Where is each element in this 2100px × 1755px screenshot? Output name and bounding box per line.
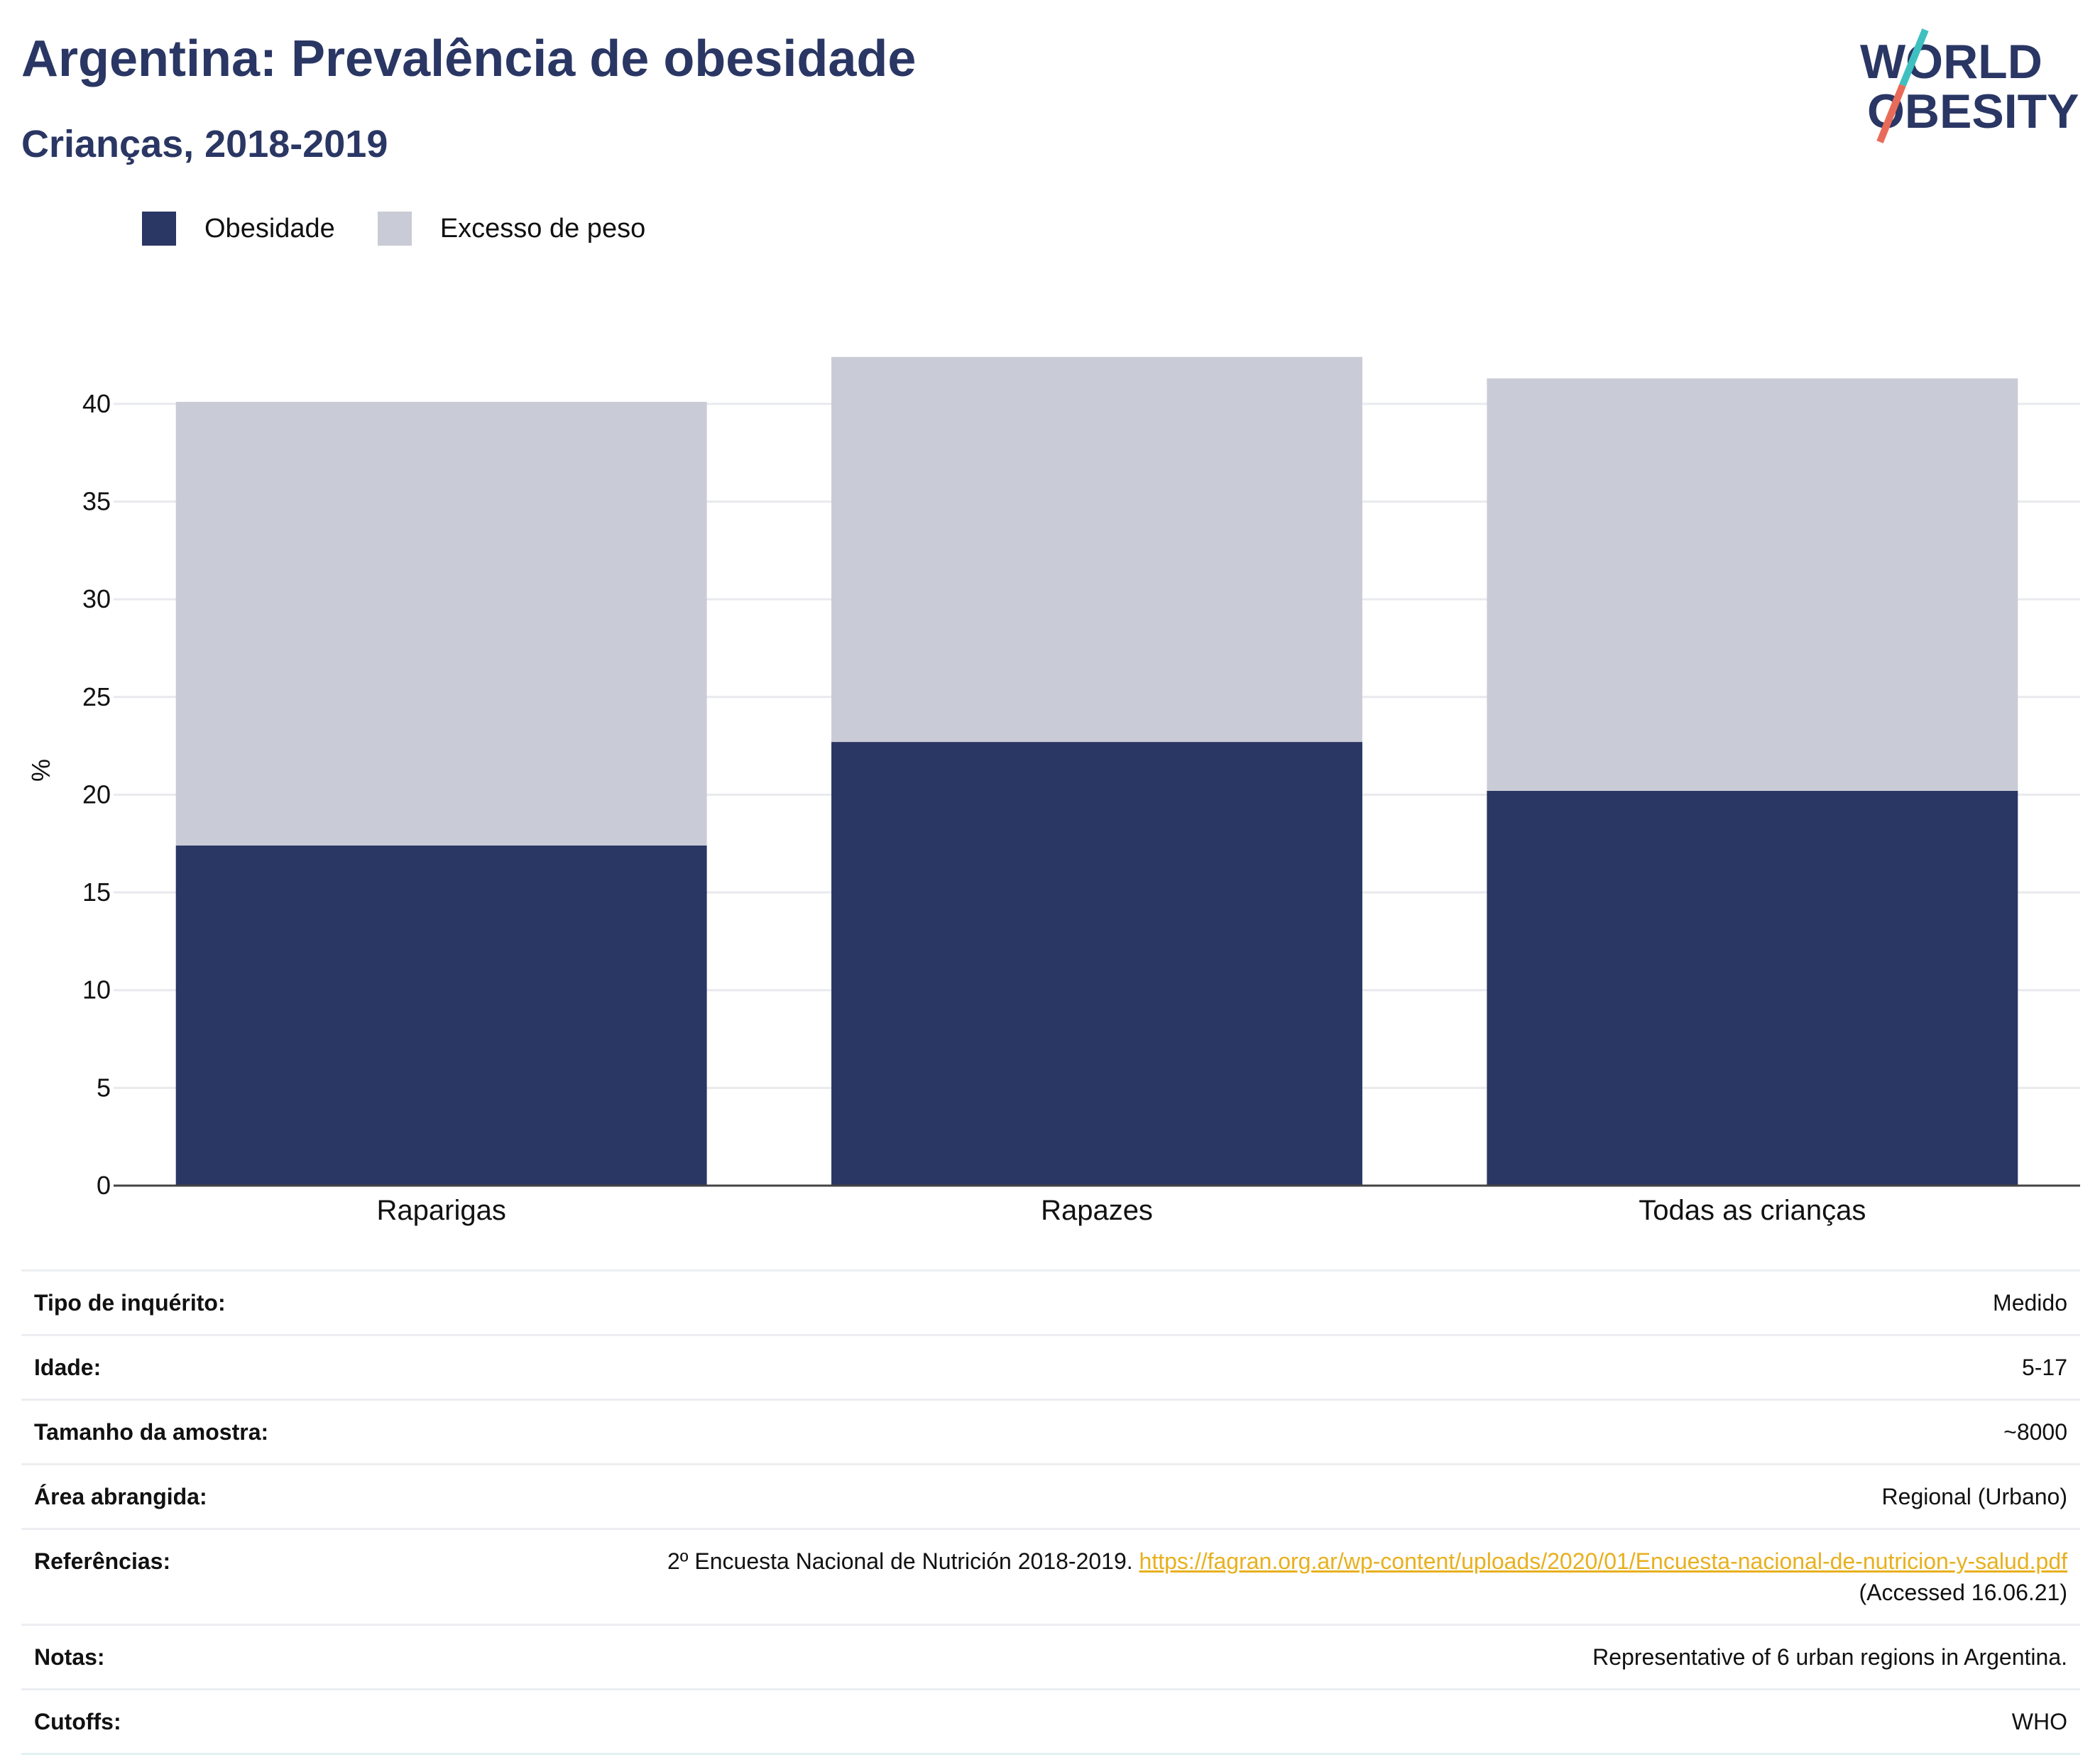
y-tick-label: 40 bbox=[82, 389, 111, 418]
y-tick-label: 15 bbox=[82, 878, 111, 907]
y-tick-label: 20 bbox=[82, 780, 111, 809]
info-key: Área abrangida: bbox=[34, 1484, 207, 1509]
y-tick-label: 30 bbox=[82, 584, 111, 613]
y-axis-label: % bbox=[26, 759, 55, 782]
info-value: 5-17 bbox=[2021, 1355, 2067, 1380]
y-tick-label: 35 bbox=[82, 486, 111, 515]
legend-label-obesity: Obesidade bbox=[204, 213, 335, 244]
info-row: Tamanho da amostra: ~8000 bbox=[21, 1399, 2080, 1463]
bar-overweight bbox=[175, 402, 707, 846]
info-table: Tipo de inquérito: Medido Idade: 5-17 Ta… bbox=[21, 1269, 2080, 1755]
reference-link[interactable]: https://fagran.org.ar/wp-content/uploads… bbox=[1139, 1548, 2067, 1574]
info-key: Tamanho da amostra: bbox=[34, 1419, 269, 1445]
bar-overweight bbox=[831, 356, 1362, 743]
bar-obesity bbox=[1487, 790, 2018, 1186]
info-row-references: Referências: 2º Encuesta Nacional de Nut… bbox=[21, 1528, 2080, 1624]
legend-label-overweight: Excesso de peso bbox=[439, 213, 646, 244]
stacked-bar-chart: 0 5 10 15 20 25 30 35 40% Raparigas Rapazes Todas a… bbox=[26, 356, 2080, 1226]
info-value: WHO bbox=[2011, 1709, 2067, 1734]
world-obesity-logo: WORLD OBESITY bbox=[1860, 28, 2079, 143]
legend: Obesidade Excesso de peso bbox=[142, 212, 688, 246]
bar-obesity bbox=[175, 845, 707, 1186]
info-value-references: 2º Encuesta Nacional de Nutrición 2018-2… bbox=[647, 1546, 2067, 1608]
info-key: Notas: bbox=[34, 1644, 105, 1670]
info-value: Medido bbox=[1993, 1290, 2067, 1316]
info-key: Cutoffs: bbox=[34, 1709, 121, 1734]
info-value: Representative of 6 urban regions in Arg… bbox=[1592, 1644, 2067, 1670]
x-tick-label: Raparigas bbox=[377, 1195, 506, 1226]
reference-accessed: (Accessed 16.06.21) bbox=[1859, 1580, 2068, 1605]
x-tick-label: Todas as crianças bbox=[1639, 1195, 1866, 1226]
info-key: Idade: bbox=[34, 1355, 102, 1380]
bar-overweight bbox=[1487, 378, 2018, 791]
info-key: Referências: bbox=[34, 1548, 171, 1574]
info-row: Idade: 5-17 bbox=[21, 1334, 2080, 1399]
chart-title: Argentina: Prevalência de obesidade bbox=[21, 31, 917, 87]
legend-swatch-overweight bbox=[377, 212, 412, 246]
bar-obesity bbox=[831, 742, 1362, 1186]
info-row: Tipo de inquérito: Medido bbox=[21, 1269, 2080, 1334]
y-tick-label: 25 bbox=[82, 682, 111, 711]
info-value: ~8000 bbox=[2003, 1419, 2067, 1445]
x-tick-label: Rapazes bbox=[1041, 1195, 1153, 1226]
info-value: Regional (Urbano) bbox=[1881, 1484, 2067, 1509]
svg-text:WORLD: WORLD bbox=[1860, 35, 2042, 89]
info-row-notes: Notas: Representative of 6 urban regions… bbox=[21, 1624, 2080, 1688]
legend-swatch-obesity bbox=[142, 212, 176, 246]
y-tick-label: 0 bbox=[97, 1171, 111, 1200]
reference-text: 2º Encuesta Nacional de Nutrición 2018-2… bbox=[667, 1548, 1133, 1574]
chart-subtitle: Crianças, 2018-2019 bbox=[21, 123, 388, 165]
info-key: Tipo de inquérito: bbox=[34, 1290, 226, 1316]
info-row: Área abrangida: Regional (Urbano) bbox=[21, 1463, 2080, 1528]
info-row-cutoffs: Cutoffs: WHO bbox=[21, 1688, 2080, 1755]
y-tick-label: 10 bbox=[82, 975, 111, 1005]
y-tick-label: 5 bbox=[97, 1073, 111, 1102]
